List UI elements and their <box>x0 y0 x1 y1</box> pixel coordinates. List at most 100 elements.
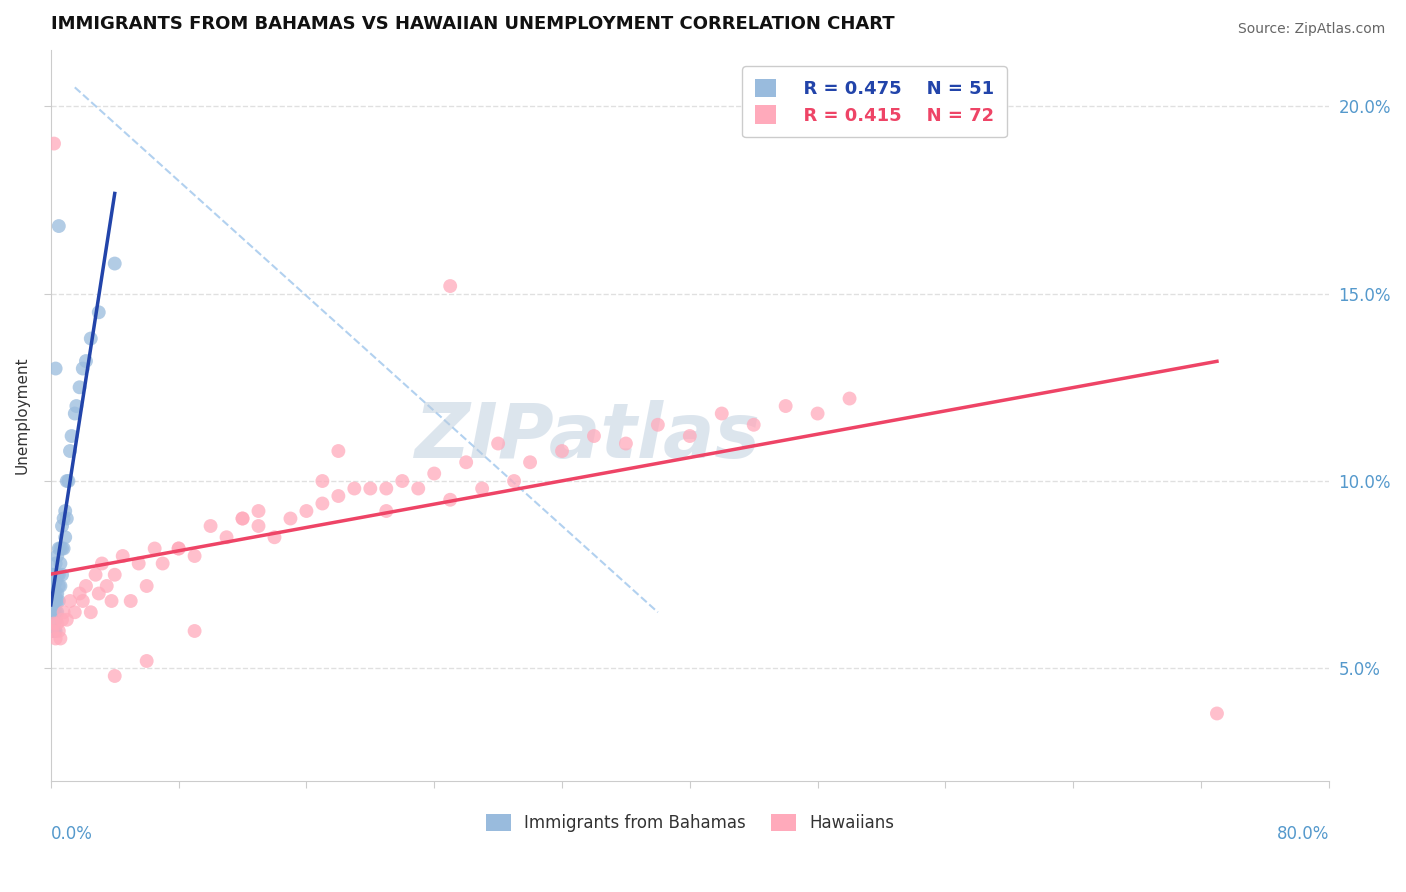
Point <box>152 557 174 571</box>
Point <box>48 541 70 556</box>
Point <box>46 549 69 563</box>
Point <box>46 586 69 600</box>
Point <box>41 624 63 638</box>
Point <box>48 579 70 593</box>
Point <box>46 616 69 631</box>
Point <box>45 361 67 376</box>
Point <box>328 489 350 503</box>
Point <box>72 594 94 608</box>
Point <box>45 575 67 590</box>
Point <box>42 586 65 600</box>
Point <box>456 455 478 469</box>
Point <box>87 586 110 600</box>
Point <box>69 586 91 600</box>
Point <box>42 136 65 151</box>
Point <box>45 605 67 619</box>
Point <box>59 444 82 458</box>
Point <box>46 605 69 619</box>
Point <box>375 504 398 518</box>
Point <box>439 279 461 293</box>
Point <box>247 504 270 518</box>
Point <box>614 436 637 450</box>
Point <box>231 511 253 525</box>
Point <box>42 624 65 638</box>
Point <box>838 392 860 406</box>
Point <box>72 361 94 376</box>
Point <box>120 594 142 608</box>
Point <box>56 511 79 525</box>
Point <box>503 474 526 488</box>
Point <box>215 530 238 544</box>
Text: IMMIGRANTS FROM BAHAMAS VS HAWAIIAN UNEMPLOYMENT CORRELATION CHART: IMMIGRANTS FROM BAHAMAS VS HAWAIIAN UNEM… <box>51 15 894 33</box>
Point <box>391 474 413 488</box>
Point <box>45 557 67 571</box>
Point <box>48 594 70 608</box>
Point <box>135 654 157 668</box>
Point <box>128 557 150 571</box>
Point <box>41 605 63 619</box>
Point <box>519 455 541 469</box>
Point <box>52 605 75 619</box>
Point <box>280 511 302 525</box>
Legend: Immigrants from Bahamas, Hawaiians: Immigrants from Bahamas, Hawaiians <box>472 801 907 846</box>
Point <box>65 399 87 413</box>
Point <box>46 567 69 582</box>
Point <box>200 519 222 533</box>
Point <box>63 407 86 421</box>
Point <box>375 482 398 496</box>
Point <box>143 541 166 556</box>
Point <box>80 605 103 619</box>
Point <box>84 567 107 582</box>
Point <box>45 586 67 600</box>
Point <box>48 219 70 233</box>
Y-axis label: Unemployment: Unemployment <box>15 357 30 475</box>
Point <box>263 530 285 544</box>
Point <box>42 594 65 608</box>
Point <box>56 613 79 627</box>
Point <box>42 579 65 593</box>
Point <box>96 579 118 593</box>
Point <box>45 594 67 608</box>
Point <box>46 594 69 608</box>
Point <box>48 624 70 638</box>
Point <box>51 541 73 556</box>
Point <box>135 579 157 593</box>
Point <box>742 417 765 432</box>
Point <box>45 624 67 638</box>
Text: 80.0%: 80.0% <box>1277 825 1329 843</box>
Point <box>48 567 70 582</box>
Point <box>423 467 446 481</box>
Point <box>167 541 190 556</box>
Point <box>439 492 461 507</box>
Point <box>52 541 75 556</box>
Point <box>45 613 67 627</box>
Point <box>41 586 63 600</box>
Point <box>471 482 494 496</box>
Point <box>59 594 82 608</box>
Point <box>51 519 73 533</box>
Point <box>359 482 381 496</box>
Point <box>104 567 127 582</box>
Point <box>49 541 72 556</box>
Point <box>1206 706 1229 721</box>
Point <box>41 567 63 582</box>
Point <box>647 417 669 432</box>
Point <box>247 519 270 533</box>
Point <box>49 632 72 646</box>
Point <box>111 549 134 563</box>
Point <box>91 557 114 571</box>
Point <box>75 354 97 368</box>
Point <box>45 632 67 646</box>
Point <box>775 399 797 413</box>
Point <box>42 567 65 582</box>
Point <box>167 541 190 556</box>
Point <box>69 380 91 394</box>
Point <box>295 504 318 518</box>
Point <box>80 332 103 346</box>
Point <box>183 549 205 563</box>
Point <box>51 613 73 627</box>
Point <box>52 511 75 525</box>
Point <box>53 530 76 544</box>
Point <box>104 256 127 270</box>
Point <box>679 429 702 443</box>
